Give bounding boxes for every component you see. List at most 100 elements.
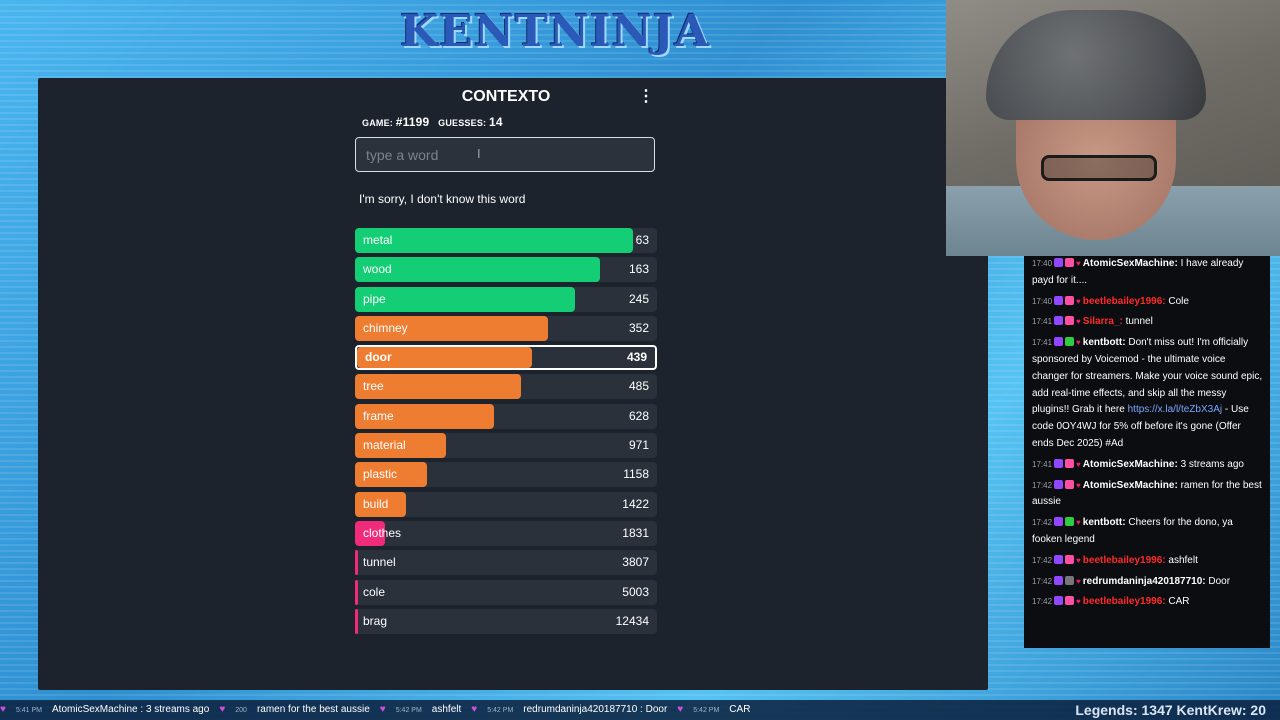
chat-username[interactable]: Silarra_:: [1082, 316, 1123, 328]
menu-icon[interactable]: ⋮: [638, 88, 654, 105]
guess-rank: 1158: [623, 467, 649, 482]
chat-badge-icon: [1065, 258, 1075, 267]
guess-row[interactable]: material 971: [355, 433, 657, 459]
chat-badge-icon: [1065, 554, 1075, 564]
chat-badge-icon: [1054, 458, 1064, 468]
chat-text: Don't miss out! I'm officially sponsored…: [1032, 337, 1263, 416]
guess-row[interactable]: tunnel 3807: [355, 550, 657, 576]
chat-username[interactable]: kentbott:: [1082, 517, 1126, 529]
chat-message: 17:41 ♥ Silarra_: tunnel: [1024, 314, 1270, 335]
chat-username[interactable]: AtomicSexMachine:: [1082, 479, 1178, 491]
game-label: GAME:: [362, 118, 393, 128]
chat-badge-icon: [1065, 458, 1075, 468]
chat-username[interactable]: AtomicSexMachine:: [1082, 458, 1178, 470]
heart-icon: ♥: [1076, 555, 1081, 565]
guess-similarity-bar: [355, 579, 359, 605]
chat-text: tunnel: [1122, 316, 1153, 328]
guess-rank: 245: [628, 291, 649, 306]
heart-icon: ♥: [379, 704, 386, 715]
game-number: #1199: [395, 115, 430, 129]
channel-logo: KENTNINJA: [400, 6, 710, 57]
ticker-message: CAR: [729, 704, 751, 715]
heart-icon: ♥: [1076, 480, 1081, 490]
error-message: I'm sorry, I don't know this word: [359, 192, 526, 206]
guess-word: tree: [363, 379, 384, 394]
chat-message: 17:42 ♥ beetlebailey1996: CAR: [1024, 594, 1270, 615]
chat-text: I have already payd for it....: [1032, 258, 1244, 286]
guess-row[interactable]: door 439: [355, 345, 657, 371]
chat-panel[interactable]: 17:40 ♥ AtomicSexMachine: I have already p…: [1024, 256, 1270, 648]
guess-row[interactable]: plastic 1158: [355, 462, 657, 488]
guess-word: frame: [363, 408, 394, 423]
chat-timestamp: 17:42: [1032, 518, 1053, 528]
heart-icon: ♥: [1076, 338, 1081, 348]
guess-word: door: [365, 350, 392, 365]
chat-timestamp: 17:42: [1032, 480, 1053, 490]
chat-text: ramen for the best aussie: [1032, 479, 1262, 508]
ticker-timestamp: 5:42 PM: [693, 707, 720, 714]
guess-similarity-bar: [355, 462, 428, 488]
chat-badge-icon: [1065, 596, 1075, 606]
heart-icon: ♥: [677, 704, 684, 715]
chat-badge-icon: [1065, 337, 1075, 347]
guess-word: chimney: [363, 320, 408, 335]
guess-row[interactable]: chimney 352: [355, 315, 657, 341]
guess-similarity-bar: [355, 286, 576, 312]
guess-row[interactable]: frame 628: [355, 403, 657, 429]
ticker-message: redrumdaninja420187710 : Door: [523, 704, 668, 715]
chat-message: 17:42 ♥ kentbott: Cheers for the dono, ya …: [1024, 515, 1270, 553]
chat-username[interactable]: beetlebailey1996:: [1082, 554, 1166, 566]
chat-text: Cheers for the dono, ya fooken legend: [1032, 517, 1233, 545]
chat-badge-icon: [1054, 517, 1064, 527]
game-meta: GAME: #1199 GUESSES: 14: [362, 115, 509, 129]
guess-rank: 1422: [622, 496, 649, 511]
chat-username[interactable]: kentbott:: [1082, 337, 1126, 349]
guess-row[interactable]: metal 63: [355, 228, 657, 253]
chat-username[interactable]: beetlebailey1996:: [1082, 596, 1166, 608]
guess-rank: 163: [628, 262, 649, 277]
word-input-container[interactable]: [355, 137, 655, 172]
guess-row[interactable]: clothes 1831: [355, 520, 657, 546]
guess-word: pipe: [363, 291, 386, 306]
guess-row[interactable]: tree 485: [355, 374, 657, 400]
chat-badge-icon: [1054, 479, 1064, 489]
guess-word: build: [363, 496, 389, 511]
guess-similarity-bar: [355, 315, 549, 341]
chat-message: 17:42 ♥ AtomicSexMachine: ramen for the be…: [1024, 478, 1270, 516]
chat-badge-icon: [1054, 337, 1064, 347]
webcam-person-glasses: [1041, 155, 1157, 181]
chat-username[interactable]: beetlebailey1996:: [1082, 295, 1166, 307]
chat-timestamp: 17:42: [1032, 576, 1053, 586]
text-cursor-icon: I: [477, 146, 481, 161]
guess-similarity-bar: [355, 608, 359, 634]
word-input[interactable]: [356, 138, 654, 171]
guess-word: clothes: [363, 525, 402, 540]
guess-row[interactable]: build 1422: [355, 491, 657, 517]
chat-message: 17:40 ♥ AtomicSexMachine: I have already p…: [1024, 256, 1270, 294]
guess-row[interactable]: pipe 245: [355, 286, 657, 312]
heart-icon: ♥: [0, 704, 6, 715]
guess-word: brag: [363, 613, 388, 628]
chat-badge-icon: [1065, 575, 1075, 585]
game-title: CONTEXTO: [461, 88, 551, 105]
guess-row[interactable]: wood 163: [355, 257, 657, 283]
chat-link[interactable]: https://x.la/l/teZbX3Aj: [1127, 404, 1223, 416]
guess-rank: 628: [628, 408, 649, 423]
guesses-label: GUESSES:: [438, 118, 487, 128]
guess-row[interactable]: cole 5003: [355, 579, 657, 605]
guess-row[interactable]: brag 12434: [355, 608, 657, 634]
guess-word: cole: [363, 584, 386, 599]
chat-text: 3 streams ago: [1177, 458, 1244, 470]
guess-similarity-bar: [355, 550, 359, 576]
legends-counter: Legends: 1347 KentKrew: 20: [1075, 702, 1266, 718]
guess-rank: 63: [635, 233, 649, 247]
chat-message: 17:42 ♥ beetlebailey1996: ashfelt: [1024, 553, 1270, 574]
guess-rank: 3807: [622, 555, 649, 570]
chat-username[interactable]: AtomicSexMachine:: [1082, 258, 1178, 269]
chat-timestamp: 17:40: [1032, 259, 1053, 268]
heart-icon: ♥: [219, 704, 226, 715]
ticker-message: AtomicSexMachine : 3 streams ago: [52, 704, 210, 715]
chat-badge-icon: [1065, 295, 1075, 305]
guess-word: metal: [363, 233, 393, 247]
chat-username[interactable]: redrumdaninja420187710:: [1082, 575, 1206, 587]
